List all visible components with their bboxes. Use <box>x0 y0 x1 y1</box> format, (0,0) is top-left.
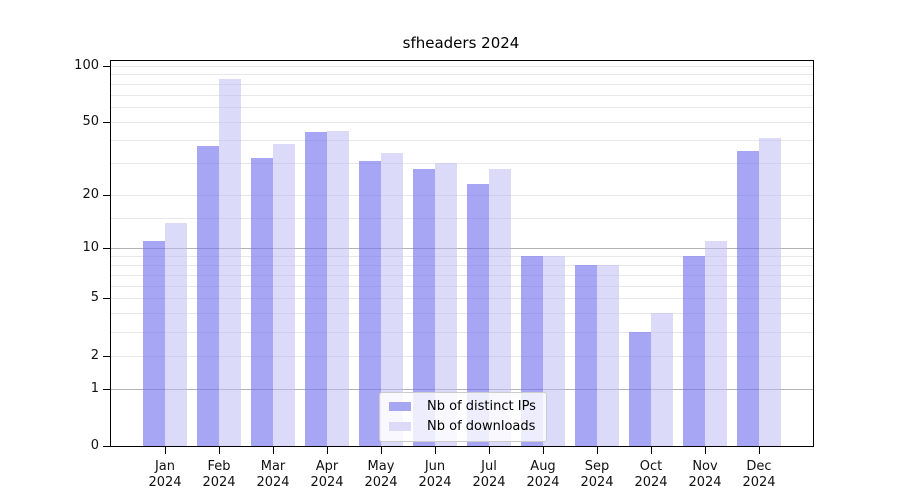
bar-downloads-mar <box>273 144 295 446</box>
x-tick-label: Feb 2024 <box>202 459 236 490</box>
bar-downloads-sep <box>597 265 619 446</box>
x-tick-label: Jan 2024 <box>148 459 182 490</box>
legend-swatch-distinct-ips <box>389 402 411 411</box>
x-tick-label: Oct 2024 <box>634 459 668 490</box>
x-tick-label: Jun 2024 <box>418 459 452 490</box>
y-tick <box>103 65 110 67</box>
y-tick-label: 1 <box>90 380 99 396</box>
gridline-minor <box>111 298 813 300</box>
gridline-minor <box>111 256 813 258</box>
bar-distinct-ips-feb <box>197 146 219 446</box>
x-tick <box>219 447 220 454</box>
gridline-minor <box>111 74 813 76</box>
bar-downloads-aug <box>543 256 565 446</box>
gridline-minor <box>111 140 813 141</box>
bar-distinct-ips-apr <box>305 132 327 446</box>
y-tick <box>103 298 110 300</box>
gridline-major <box>111 248 813 250</box>
bar-downloads-may <box>381 153 403 446</box>
bar-distinct-ips-sep <box>575 265 597 446</box>
legend-row: Nb of distinct IPs <box>389 398 536 415</box>
y-tick-label: 2 <box>90 347 99 363</box>
chart-title: sfheaders 2024 <box>402 34 520 52</box>
x-tick-label: May 2024 <box>364 459 398 490</box>
gridline-minor <box>111 265 813 266</box>
bar-distinct-ips-jul <box>467 184 489 446</box>
gridline-minor <box>111 65 813 67</box>
bar-downloads-jul <box>489 168 511 446</box>
y-tick-label: 5 <box>90 290 99 306</box>
bar-downloads-nov <box>705 241 727 446</box>
legend: Nb of distinct IPs Nb of downloads <box>379 392 547 442</box>
y-tick <box>103 355 110 357</box>
x-tick <box>381 447 382 454</box>
x-tick-label: Jul 2024 <box>472 459 506 490</box>
y-tick-label: 50 <box>82 114 99 130</box>
x-tick-label: Sep 2024 <box>580 459 614 490</box>
bar-downloads-jun <box>435 163 457 446</box>
y-tick-label: 0 <box>90 438 99 453</box>
bar-downloads-jan <box>165 222 187 446</box>
gridline-minor <box>111 83 813 85</box>
gridline-minor <box>111 285 813 287</box>
legend-label-distinct-ips: Nb of distinct IPs <box>427 399 536 414</box>
legend-swatch-downloads <box>389 422 411 431</box>
bar-downloads-apr <box>327 130 349 446</box>
gridline-minor <box>111 195 813 197</box>
x-tick-label: Nov 2024 <box>688 459 722 490</box>
gridline-major <box>111 388 813 390</box>
gridline-minor <box>111 94 813 96</box>
y-tick <box>103 122 110 124</box>
x-tick <box>273 447 274 454</box>
bar-distinct-ips-oct <box>629 331 651 446</box>
x-tick <box>543 447 544 454</box>
x-tick <box>759 447 760 454</box>
gridline-minor <box>111 313 813 315</box>
bar-downloads-oct <box>651 313 673 446</box>
y-tick-label: 20 <box>82 187 99 203</box>
bar-downloads-dec <box>759 138 781 446</box>
y-tick-label: 100 <box>74 57 99 73</box>
x-tick-label: Dec 2024 <box>742 459 776 490</box>
bar-distinct-ips-nov <box>683 256 705 446</box>
x-tick <box>489 447 490 454</box>
gridline-minor <box>111 274 813 276</box>
gridline-minor <box>111 217 813 219</box>
x-tick <box>327 447 328 454</box>
gridline-minor <box>111 107 813 109</box>
gridline-minor <box>111 331 813 333</box>
legend-label-downloads: Nb of downloads <box>427 419 536 434</box>
bar-distinct-ips-may <box>359 160 381 446</box>
bar-distinct-ips-mar <box>251 157 273 446</box>
x-tick <box>651 447 652 454</box>
y-tick-label: 10 <box>82 240 99 256</box>
x-tick-label: Aug 2024 <box>526 459 560 490</box>
bar-downloads-feb <box>219 79 241 446</box>
bar-distinct-ips-dec <box>737 150 759 446</box>
y-tick <box>103 195 110 197</box>
plot-area: 0 1 2 5 10 20 50 100 Jan 2024 Feb 2024 Mar 2024 Apr 20… <box>74 58 814 490</box>
y-tick <box>103 248 110 250</box>
x-tick <box>705 447 706 454</box>
x-tick-label: Mar 2024 <box>256 459 290 490</box>
gridline-minor <box>111 122 813 124</box>
gridline-minor <box>111 163 813 165</box>
legend-row: Nb of downloads <box>389 418 536 435</box>
x-tick-label: Apr 2024 <box>310 459 344 490</box>
x-tick <box>165 447 166 454</box>
y-tick <box>103 446 110 447</box>
gridline-minor <box>111 355 813 357</box>
bar-distinct-ips-jan <box>143 241 165 446</box>
x-tick <box>435 447 436 454</box>
bar-distinct-ips-jun <box>413 168 435 446</box>
y-tick <box>103 388 110 390</box>
x-tick <box>597 447 598 454</box>
